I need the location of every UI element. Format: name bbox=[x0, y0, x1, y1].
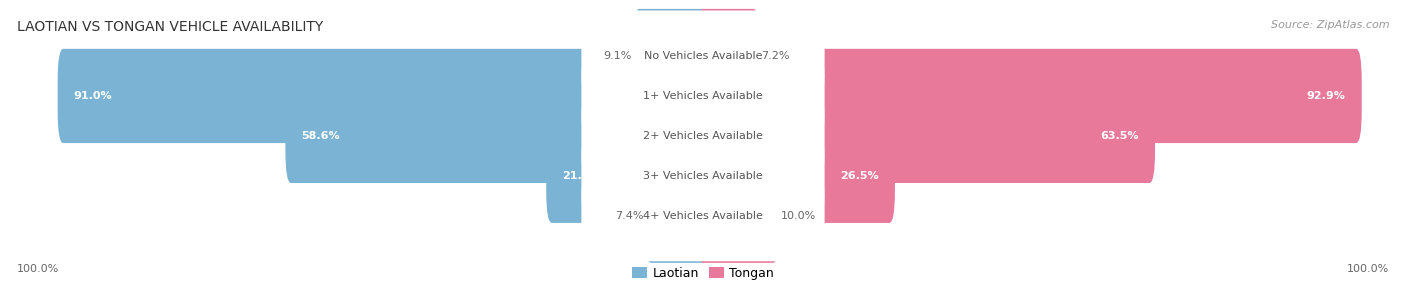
Text: No Vehicles Available: No Vehicles Available bbox=[644, 51, 762, 61]
Text: 7.4%: 7.4% bbox=[616, 211, 644, 221]
Text: 26.5%: 26.5% bbox=[841, 171, 879, 181]
FancyBboxPatch shape bbox=[697, 169, 779, 263]
FancyBboxPatch shape bbox=[0, 17, 1406, 175]
FancyBboxPatch shape bbox=[546, 129, 709, 223]
FancyBboxPatch shape bbox=[697, 129, 896, 223]
Text: 63.5%: 63.5% bbox=[1101, 131, 1139, 141]
Text: LAOTIAN VS TONGAN VEHICLE AVAILABILITY: LAOTIAN VS TONGAN VEHICLE AVAILABILITY bbox=[17, 20, 323, 34]
FancyBboxPatch shape bbox=[582, 50, 824, 142]
FancyBboxPatch shape bbox=[697, 49, 1361, 143]
FancyBboxPatch shape bbox=[582, 130, 824, 221]
FancyBboxPatch shape bbox=[697, 89, 1156, 183]
Text: 9.1%: 9.1% bbox=[603, 51, 633, 61]
Text: 7.2%: 7.2% bbox=[761, 51, 789, 61]
Text: 2+ Vehicles Available: 2+ Vehicles Available bbox=[643, 131, 763, 141]
FancyBboxPatch shape bbox=[697, 9, 759, 103]
Text: 58.6%: 58.6% bbox=[301, 131, 340, 141]
Legend: Laotian, Tongan: Laotian, Tongan bbox=[633, 267, 773, 280]
FancyBboxPatch shape bbox=[0, 0, 1406, 135]
FancyBboxPatch shape bbox=[582, 90, 824, 181]
FancyBboxPatch shape bbox=[58, 49, 709, 143]
Text: 4+ Vehicles Available: 4+ Vehicles Available bbox=[643, 211, 763, 221]
FancyBboxPatch shape bbox=[0, 57, 1406, 215]
FancyBboxPatch shape bbox=[633, 9, 709, 103]
Text: 1+ Vehicles Available: 1+ Vehicles Available bbox=[643, 91, 763, 101]
Text: 10.0%: 10.0% bbox=[780, 211, 815, 221]
FancyBboxPatch shape bbox=[582, 170, 824, 261]
Text: 100.0%: 100.0% bbox=[17, 264, 59, 274]
FancyBboxPatch shape bbox=[0, 137, 1406, 286]
FancyBboxPatch shape bbox=[582, 11, 824, 102]
FancyBboxPatch shape bbox=[285, 89, 709, 183]
Text: Source: ZipAtlas.com: Source: ZipAtlas.com bbox=[1271, 20, 1389, 30]
Text: 91.0%: 91.0% bbox=[73, 91, 112, 101]
Text: 3+ Vehicles Available: 3+ Vehicles Available bbox=[643, 171, 763, 181]
FancyBboxPatch shape bbox=[645, 169, 709, 263]
Text: 92.9%: 92.9% bbox=[1306, 91, 1346, 101]
Text: 100.0%: 100.0% bbox=[1347, 264, 1389, 274]
FancyBboxPatch shape bbox=[0, 97, 1406, 255]
Text: 21.5%: 21.5% bbox=[562, 171, 600, 181]
